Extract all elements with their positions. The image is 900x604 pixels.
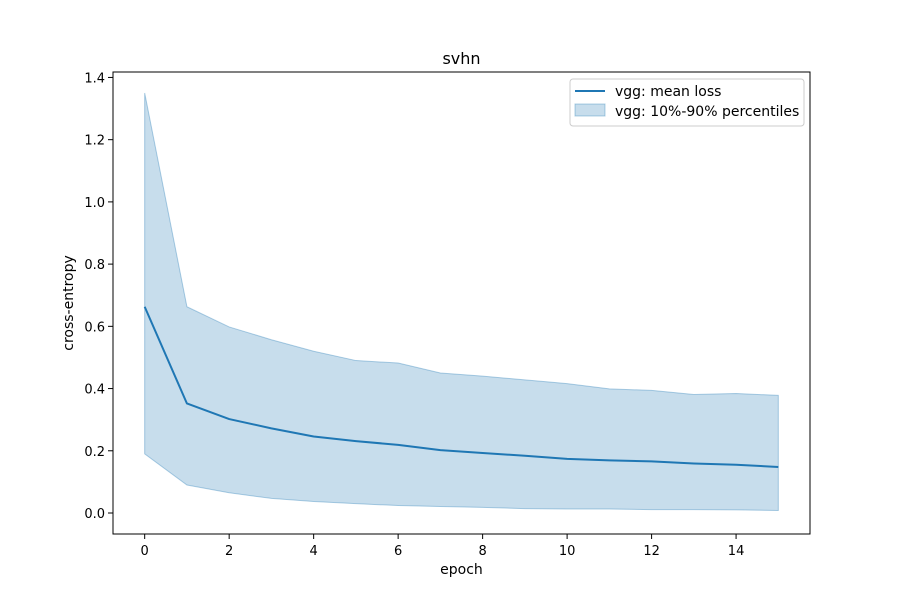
- x-tick-label: 4: [310, 544, 318, 559]
- legend-box: [569, 78, 805, 127]
- band-layer: [144, 92, 779, 512]
- y-axis-ticks: 0.0 0.2 0.4 0.6 0.8 1.0 1.2 1.4: [84, 71, 113, 522]
- line-layer: [143, 306, 779, 468]
- y-tick-label: 1.2: [84, 134, 105, 149]
- y-tick-label: 0.2: [84, 445, 105, 460]
- legend-percentiles-label: vgg: 10%-90% percentiles: [615, 104, 799, 120]
- x-tick-label: 0: [141, 544, 149, 559]
- x-tick-label: 10: [559, 544, 576, 559]
- x-tick-label: 14: [728, 544, 745, 559]
- percentile-band: [144, 92, 779, 512]
- plot-area-frame: [112, 71, 811, 535]
- x-tick-label: 6: [394, 544, 402, 559]
- x-tick-label: 12: [643, 544, 660, 559]
- x-tick-label: 2: [225, 544, 233, 559]
- x-axis-label: epoch: [440, 562, 483, 578]
- legend-band-swatch: [574, 103, 606, 117]
- x-tick-label: 8: [478, 544, 486, 559]
- y-tick-label: 0.6: [84, 320, 105, 335]
- y-tick-label: 1.0: [84, 196, 105, 211]
- mean-loss-line: [143, 306, 779, 468]
- y-tick-label: 0.4: [84, 383, 105, 398]
- legend-mean-loss-label: vgg: mean loss: [615, 84, 721, 100]
- y-tick-label: 1.4: [84, 71, 105, 86]
- y-tick-label: 0.8: [84, 258, 105, 273]
- chart-title: svhn: [442, 49, 480, 68]
- x-axis-ticks: 0 2 4 6 8 10 12 14: [141, 534, 745, 559]
- legend: vgg: mean loss vgg: 10%-90% percentiles: [569, 78, 805, 127]
- y-axis-label: cross-entropy: [61, 255, 77, 351]
- y-tick-label: 0.0: [84, 507, 105, 522]
